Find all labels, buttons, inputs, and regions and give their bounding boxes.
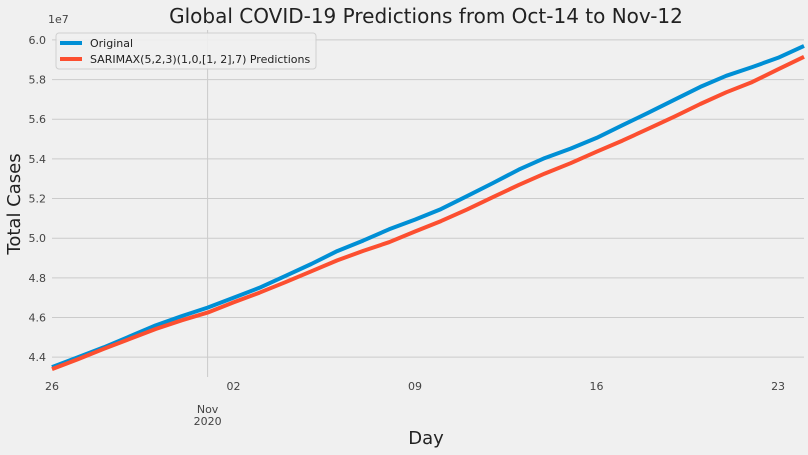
y-tick-labels: 4.4 4.6 4.8 5.0 5.2 5.4 5.6 5.8 6.0 (29, 34, 47, 364)
y-tick-label: 5.2 (29, 193, 47, 206)
y-tick-label: 5.4 (29, 153, 47, 166)
x-tick-label: 16 (590, 380, 604, 393)
chart-title: Global COVID-19 Predictions from Oct-14 … (169, 4, 683, 28)
y-tick-label: 5.0 (29, 232, 47, 245)
x-minor-tick-label-month: Nov (197, 403, 219, 416)
series-line-original (51, 44, 805, 369)
x-minor-tick-label-year: 2020 (194, 415, 222, 428)
y-tick-label: 4.8 (29, 272, 47, 285)
legend-label-original: Original (90, 37, 133, 50)
series-lines (51, 44, 805, 371)
y-tick-label: 5.8 (29, 74, 47, 87)
x-tick-label: 09 (408, 380, 422, 393)
y-axis-label: Total Cases (4, 153, 25, 255)
series-line-predictions (51, 54, 805, 371)
legend-box (55, 32, 317, 70)
x-tick-label: 23 (771, 380, 785, 393)
legend-label-predictions: SARIMAX(5,2,3)(1,0,[1, 2],7) Predictions (90, 53, 311, 66)
legend: Original SARIMAX(5,2,3)(1,0,[1, 2],7) Pr… (55, 32, 317, 70)
x-tick-label: 02 (227, 380, 241, 393)
y-offset-label: 1e7 (48, 13, 69, 26)
x-tick-label: 26 (45, 380, 59, 393)
x-axis-label: Day (408, 428, 444, 449)
y-tick-label: 5.6 (29, 113, 47, 126)
y-tick-label: 4.6 (29, 312, 47, 325)
y-tick-label: 4.4 (29, 351, 47, 364)
y-tick-label: 6.0 (29, 34, 47, 47)
